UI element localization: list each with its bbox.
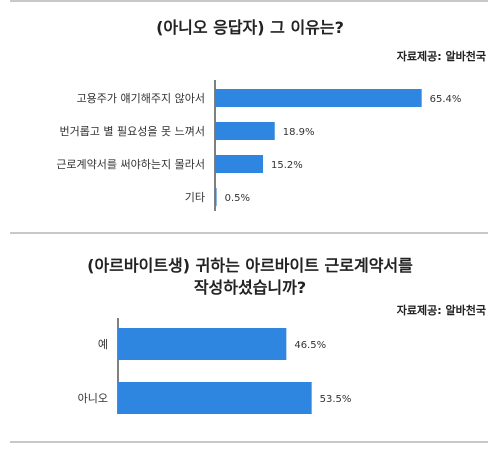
chart1-bar	[215, 89, 422, 107]
top-divider	[10, 0, 488, 2]
chart1-value-label: 15.2%	[271, 160, 303, 171]
chart1-category-label: 근로계약서를 써야하는지 몰라서	[56, 157, 205, 171]
chart1-category-label: 번거롭고 별 필요성을 못 느껴서	[59, 125, 205, 138]
chart2-category-label: 예	[98, 338, 108, 351]
chart1-bar	[215, 155, 264, 173]
chart2-bar	[118, 382, 312, 414]
chart1-source: 자료제공: 알바천국	[396, 50, 486, 63]
chart1-title: (아니오 응답자) 그 이유는?	[156, 18, 344, 37]
chart1-category-label: 고용주가 얘기해주지 않아서	[77, 91, 205, 105]
chart2-value-label: 46.5%	[294, 340, 326, 351]
chart1-value-label: 0.5%	[225, 193, 250, 204]
chart1-bar	[215, 122, 275, 140]
chart2-value-label: 53.5%	[320, 394, 352, 405]
bottom-divider	[10, 441, 488, 443]
chart2-plot: 예 46.5% 아니오 53.5%	[78, 318, 352, 414]
chart1-bar	[215, 188, 217, 206]
chart2-bar	[118, 328, 287, 360]
chart2-title-line2: 작성하셨습니까?	[193, 278, 307, 297]
chart1-value-label: 65.4%	[430, 94, 462, 105]
chart1-value-label: 18.9%	[283, 127, 315, 138]
chart2-title-line1: (아르바이트생) 귀하는 아르바이트 근로계약서를	[87, 256, 413, 275]
chart2-source: 자료제공: 알바천국	[396, 304, 486, 317]
chart1-plot: 고용주가 얘기해주지 않아서 65.4% 번거롭고 별 필요성을 못 느껴서 18.9…	[56, 80, 462, 211]
chart1-category-label: 기타	[185, 191, 205, 204]
middle-divider	[10, 232, 488, 234]
chart2-category-label: 아니오	[78, 392, 108, 405]
